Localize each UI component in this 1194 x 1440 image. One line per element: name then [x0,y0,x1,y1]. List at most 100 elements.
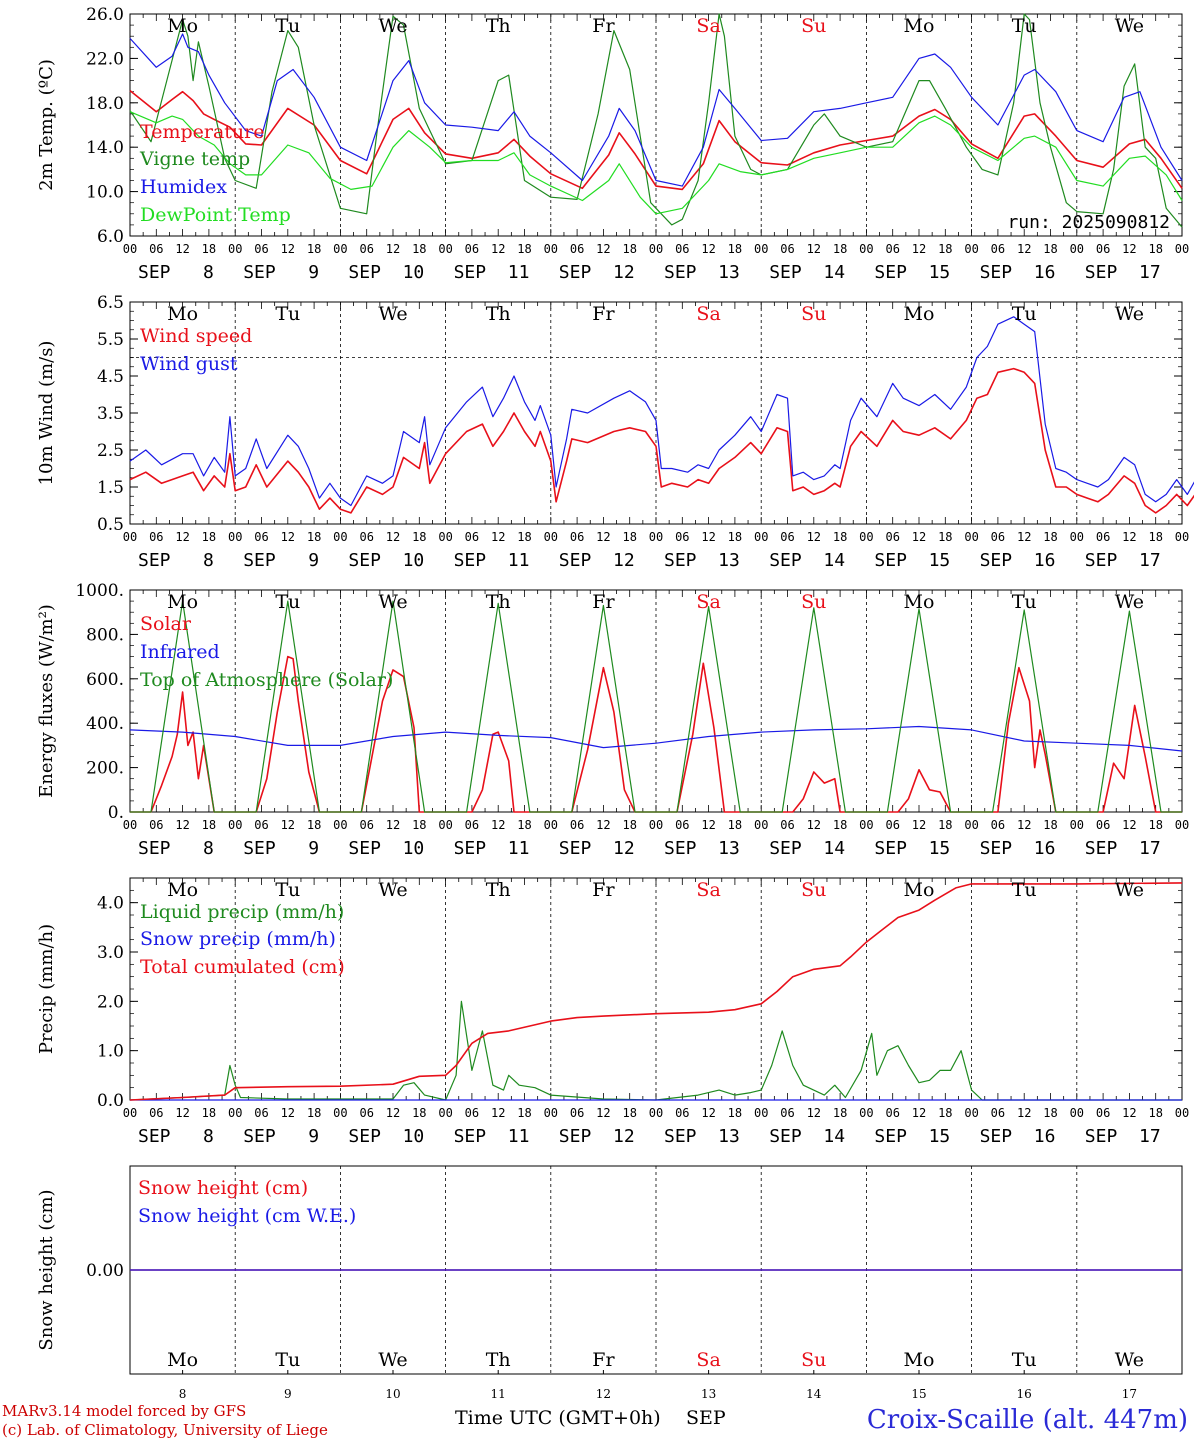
hour-label: 06 [991,242,1005,256]
day-of-week-label: Sa [696,1349,720,1371]
series-line-dewpoint-temp [129,111,1183,215]
hour-label: 18 [1148,242,1162,256]
day-of-week-label: Su [801,879,826,901]
hour-label: 18 [412,1106,426,1120]
hour-label: 18 [622,530,636,544]
hour-label: 12 [491,1106,505,1120]
hour-label: 18 [1043,530,1057,544]
hour-label: 12 [281,818,295,832]
hour-label: 18 [202,530,216,544]
legend-entry: Snow height (cm W.E.) [138,1205,356,1227]
day-number-label: 10 [385,1387,400,1401]
hour-label: 12 [1122,1106,1136,1120]
hour-label: 00 [438,818,452,832]
hour-label: 18 [307,530,321,544]
hour-label: 18 [517,1106,531,1120]
legend-entry: Humidex [140,176,227,198]
day-of-week-label: Su [801,15,826,37]
day-of-week-label: Mo [904,1349,935,1371]
day-number-label: 14 [806,1387,822,1401]
hour-label: 12 [491,818,505,832]
date-label: SEP 12 [559,550,635,571]
run-label: run: 2025090812 [1007,212,1170,233]
y-tick-label: 2.0 [97,992,124,1012]
date-label: SEP 17 [1085,550,1161,571]
day-number-label: 16 [1017,1387,1032,1401]
hour-label: 06 [1096,1106,1110,1120]
hour-label: 00 [228,1106,242,1120]
hour-label: 00 [333,530,347,544]
date-label: SEP 11 [454,262,530,283]
hour-label: 00 [228,530,242,544]
hour-label: 18 [517,242,531,256]
date-label: SEP 9 [243,838,319,859]
hour-label: 00 [1175,818,1189,832]
day-of-week-label: Th [486,879,511,901]
hour-label: 06 [570,1106,584,1120]
y-tick-label: 800. [86,625,124,645]
date-label: SEP 10 [348,550,424,571]
hour-label: 06 [570,530,584,544]
hour-label: 06 [1096,530,1110,544]
hour-label: 18 [202,818,216,832]
hour-label: 06 [1096,818,1110,832]
y-tick-label: 5.5 [97,330,124,350]
hour-label: 18 [412,242,426,256]
y-tick-label: 1.0 [97,1042,124,1062]
day-of-week-label: Mo [904,303,935,325]
hour-label: 18 [833,1106,847,1120]
hour-label: 00 [228,818,242,832]
legend-entry: Liquid precip (mm/h) [140,901,344,923]
hour-label: 06 [359,530,373,544]
hour-label: 06 [991,530,1005,544]
hour-label: 18 [833,530,847,544]
day-of-week-label: Mo [167,1349,198,1371]
day-of-week-label: Sa [696,879,720,901]
hour-label: 00 [1070,1106,1084,1120]
legend-entry: DewPoint Temp [140,204,291,226]
date-label: SEP 9 [243,550,319,571]
date-label: SEP 17 [1085,838,1161,859]
date-label: SEP 12 [559,1126,635,1147]
hour-label: 18 [307,1106,321,1120]
hour-label: 06 [780,1106,794,1120]
hour-label: 18 [833,818,847,832]
hour-label: 00 [544,530,558,544]
series-line-infrared [129,725,1183,752]
hour-label: 06 [570,242,584,256]
hour-label: 18 [202,242,216,256]
date-label: SEP 13 [664,550,740,571]
series-line-wind-speed [129,367,1194,514]
hour-label: 12 [175,530,189,544]
day-of-week-label: Th [486,15,511,37]
day-of-week-label: Tu [275,1349,300,1371]
y-tick-label: 0. [108,803,124,823]
hour-label: 06 [675,1106,689,1120]
hour-label: 18 [622,818,636,832]
hour-label: 12 [386,242,400,256]
date-label: SEP 17 [1085,262,1161,283]
date-label: SEP 13 [664,1126,740,1147]
y-tick-label: 600. [86,670,124,690]
hour-label: 00 [649,1106,663,1120]
hour-label: 00 [333,818,347,832]
energy-panel: 00 06 12 18 00 06 12 18 00 06 12 18 00 06 12 18 00 06 12 18… [36,581,1189,859]
date-label: SEP 11 [454,1126,530,1147]
y-tick-label: 200. [86,759,124,779]
hour-label: 06 [465,818,479,832]
hour-label: 06 [465,530,479,544]
hour-label: 06 [359,1106,373,1120]
hour-label: 06 [991,1106,1005,1120]
hour-label: 06 [465,1106,479,1120]
date-label: SEP 17 [1085,1126,1161,1147]
series-line-liquid-precip-mm-h- [129,1000,1182,1101]
day-of-week-label: Mo [167,15,198,37]
hour-label: 18 [728,818,742,832]
day-number-label: 8 [179,1387,187,1401]
hour-label: 06 [885,818,899,832]
day-of-week-label: Fr [592,303,615,325]
hour-label: 06 [780,530,794,544]
hour-label: 12 [1017,818,1031,832]
y-tick-label: 22.0 [86,49,124,69]
hour-label: 00 [123,818,137,832]
